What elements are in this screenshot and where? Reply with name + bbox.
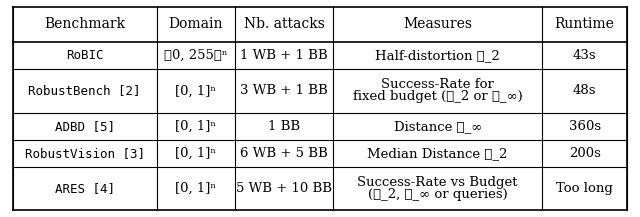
Text: ARES [4]: ARES [4]: [54, 182, 115, 195]
Text: 1 BB: 1 BB: [268, 120, 300, 133]
Text: Success-Rate vs Budget: Success-Rate vs Budget: [357, 176, 518, 189]
Text: fixed budget (ℓ_2 or ℓ_∞): fixed budget (ℓ_2 or ℓ_∞): [353, 90, 522, 104]
Text: 1 WB + 1 BB: 1 WB + 1 BB: [240, 49, 328, 62]
Text: 200s: 200s: [569, 147, 601, 160]
Text: 48s: 48s: [573, 84, 596, 97]
Text: [0, 1]ⁿ: [0, 1]ⁿ: [175, 120, 216, 133]
Text: ⟦0, 255⟧ⁿ: ⟦0, 255⟧ⁿ: [164, 49, 228, 62]
Text: Benchmark: Benchmark: [44, 17, 125, 31]
Text: [0, 1]ⁿ: [0, 1]ⁿ: [175, 147, 216, 160]
Text: RobustBench [2]: RobustBench [2]: [28, 84, 141, 97]
Text: Measures: Measures: [403, 17, 472, 31]
Text: Too long: Too long: [556, 182, 613, 195]
Text: 5 WB + 10 BB: 5 WB + 10 BB: [236, 182, 332, 195]
Text: Median Distance ℓ_2: Median Distance ℓ_2: [367, 147, 508, 160]
Text: Distance ℓ_∞: Distance ℓ_∞: [394, 120, 482, 133]
Text: 360s: 360s: [569, 120, 601, 133]
Text: RoBIC: RoBIC: [66, 49, 104, 62]
Text: [0, 1]ⁿ: [0, 1]ⁿ: [175, 182, 216, 195]
Text: (ℓ_2, ℓ_∞ or queries): (ℓ_2, ℓ_∞ or queries): [368, 188, 508, 201]
Text: 3 WB + 1 BB: 3 WB + 1 BB: [240, 84, 328, 97]
Text: Success-Rate for: Success-Rate for: [381, 78, 494, 91]
Text: [0, 1]ⁿ: [0, 1]ⁿ: [175, 84, 216, 97]
Text: Nb. attacks: Nb. attacks: [244, 17, 324, 31]
Text: RobustVision [3]: RobustVision [3]: [25, 147, 145, 160]
Text: Half-distortion ℓ_2: Half-distortion ℓ_2: [375, 49, 500, 62]
Text: 43s: 43s: [573, 49, 596, 62]
Text: 6 WB + 5 BB: 6 WB + 5 BB: [240, 147, 328, 160]
Text: Runtime: Runtime: [555, 17, 614, 31]
Text: Domain: Domain: [168, 17, 223, 31]
Text: ADBD [5]: ADBD [5]: [54, 120, 115, 133]
